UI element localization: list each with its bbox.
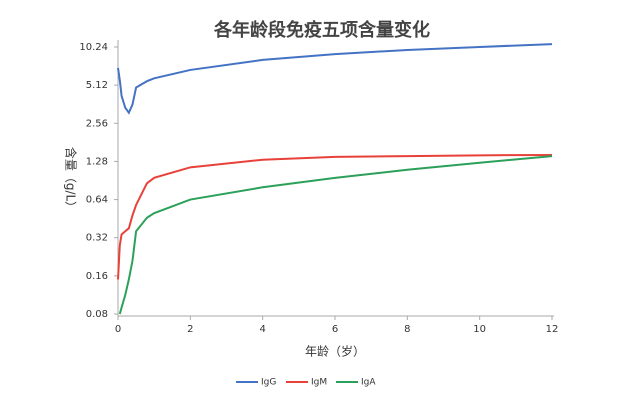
y-tick-label: 5.12	[86, 80, 108, 91]
y-axis-label: 含量（g/L）	[64, 147, 79, 213]
line-series	[117, 43, 553, 115]
y-tick-label: 1.28	[86, 156, 108, 167]
chart-title: 各年龄段免疫五项含量变化	[213, 19, 430, 41]
x-axis-label: 年龄（岁）	[305, 344, 365, 359]
x-tick-label: 2	[187, 324, 193, 335]
y-tick-label: 0.08	[86, 309, 108, 320]
y-tick-label: 0.32	[86, 233, 108, 244]
line-series	[117, 153, 553, 280]
y-tick-label: 10.24	[79, 42, 108, 53]
y-tick-label: 0.64	[86, 195, 108, 206]
x-tick-label: 10	[473, 324, 486, 335]
x-tick-label: 12	[546, 324, 559, 335]
y-tick-label: 2.56	[86, 118, 108, 129]
x-tick-label: 8	[404, 324, 410, 335]
legend-label: IgA	[361, 378, 376, 388]
legend-label: IgM	[311, 378, 327, 388]
x-tick-label: 6	[332, 324, 338, 335]
x-tick-label: 0	[115, 324, 121, 335]
y-tick-label: 0.16	[86, 271, 108, 282]
legend-label: IgG	[261, 378, 276, 388]
line-series	[118, 155, 553, 315]
x-tick-label: 4	[259, 324, 265, 335]
